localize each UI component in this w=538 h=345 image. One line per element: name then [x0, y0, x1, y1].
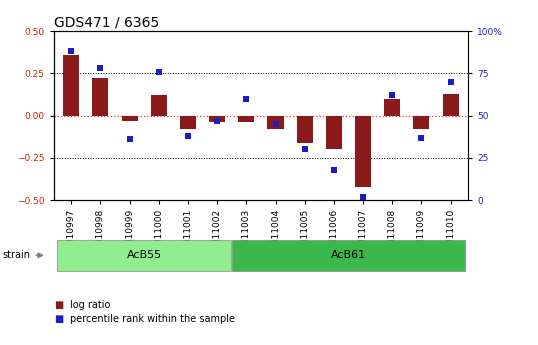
- Bar: [209, 116, 225, 122]
- Bar: [180, 116, 196, 129]
- Bar: [296, 116, 313, 142]
- Bar: [384, 99, 400, 116]
- Bar: [355, 116, 371, 187]
- Text: GDS471 / 6365: GDS471 / 6365: [54, 16, 159, 30]
- Bar: [326, 116, 342, 149]
- Bar: [122, 116, 138, 121]
- Text: percentile rank within the sample: percentile rank within the sample: [70, 314, 235, 324]
- Bar: [232, 240, 464, 271]
- Bar: [58, 240, 231, 271]
- Bar: [93, 78, 109, 116]
- Text: AcB61: AcB61: [331, 250, 366, 260]
- Text: AcB55: AcB55: [126, 250, 162, 260]
- Bar: [151, 95, 167, 116]
- Text: log ratio: log ratio: [70, 300, 110, 310]
- Text: ■: ■: [54, 314, 63, 324]
- Bar: [63, 55, 79, 116]
- Bar: [413, 116, 429, 129]
- Bar: [267, 116, 284, 129]
- Bar: [238, 116, 254, 122]
- Bar: [443, 93, 458, 116]
- Text: ■: ■: [54, 300, 63, 310]
- Text: strain: strain: [3, 250, 31, 260]
